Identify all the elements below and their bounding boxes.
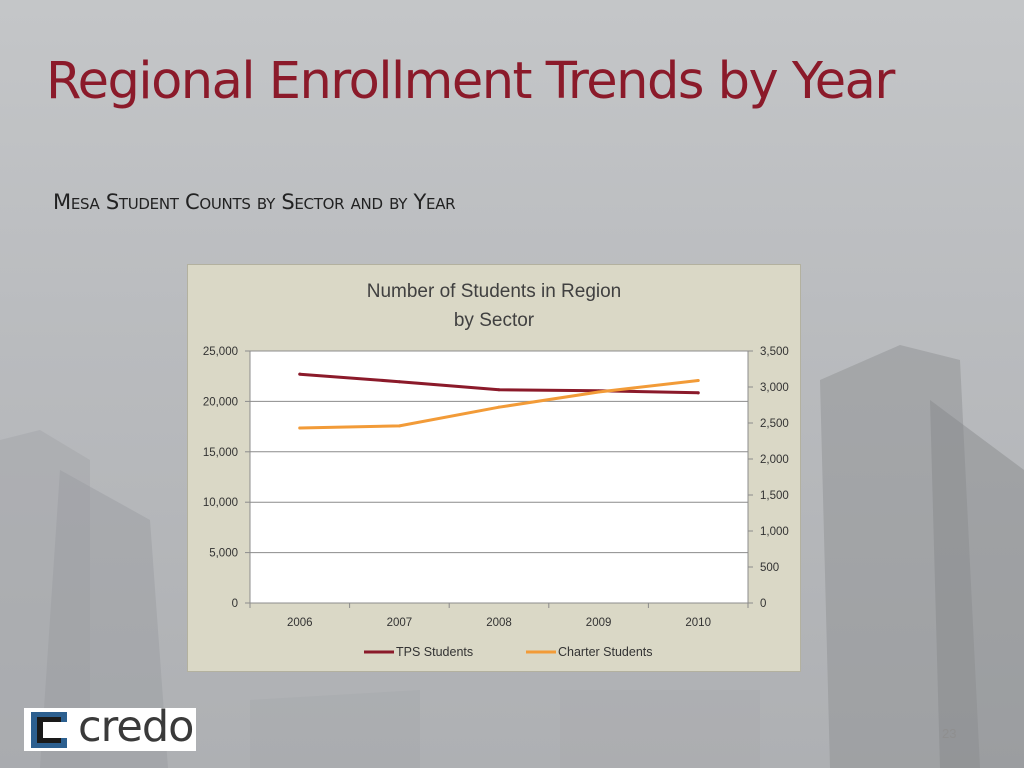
- y-left-tick-label: 10,000: [203, 497, 238, 509]
- data-point: [298, 426, 302, 430]
- legend-label: Charter Students: [558, 645, 653, 659]
- chart-title-line: by Sector: [454, 310, 535, 331]
- chart-panel: Number of Students in Region by Sector 0 5,…: [187, 264, 801, 672]
- y-left-tick-label: 5,000: [209, 548, 238, 560]
- page-number: 23: [942, 726, 957, 741]
- x-tick-label: 2007: [387, 617, 413, 629]
- y-right-tick-label: 3,500: [760, 346, 789, 358]
- x-tick-label: 2009: [586, 617, 612, 629]
- y-left-tick-label: 15,000: [203, 447, 238, 459]
- legend-label: TPS Students: [396, 645, 473, 659]
- y-right-tick-label: 2,500: [760, 418, 789, 430]
- slide-subtitle: Mesa Student Counts by Sector and by Yea…: [53, 190, 456, 214]
- logo-wordmark: credo: [78, 702, 194, 752]
- data-point: [696, 379, 700, 383]
- y-left-tick-label: 0: [232, 598, 238, 610]
- y-left-tick-label: 20,000: [203, 396, 238, 408]
- y-right-tick-label: 3,000: [760, 382, 789, 394]
- credo-logo: credo: [24, 702, 196, 752]
- x-tick-label: 2010: [685, 617, 711, 629]
- y-right-tick-label: 1,000: [760, 526, 789, 538]
- data-point: [298, 372, 302, 376]
- y-right-tick-label: 500: [760, 562, 779, 574]
- chart-title-line: Number of Students in Region: [367, 281, 622, 302]
- y-right-tick-label: 0: [760, 598, 766, 610]
- data-point: [397, 380, 401, 384]
- slide-title: Regional Enrollment Trends by Year: [46, 52, 895, 111]
- data-point: [397, 424, 401, 428]
- y-right-tick-label: 2,000: [760, 454, 789, 466]
- data-point: [597, 390, 601, 394]
- data-point: [696, 391, 700, 395]
- y-right-tick-label: 1,500: [760, 490, 789, 502]
- y-left-tick-label: 25,000: [203, 346, 238, 358]
- x-tick-label: 2006: [287, 617, 313, 629]
- credo-logo-mark: [31, 712, 67, 748]
- x-tick-label: 2008: [486, 617, 512, 629]
- data-point: [497, 405, 501, 409]
- line-chart: Number of Students in Region by Sector 0 5,…: [203, 281, 789, 659]
- data-point: [497, 388, 501, 392]
